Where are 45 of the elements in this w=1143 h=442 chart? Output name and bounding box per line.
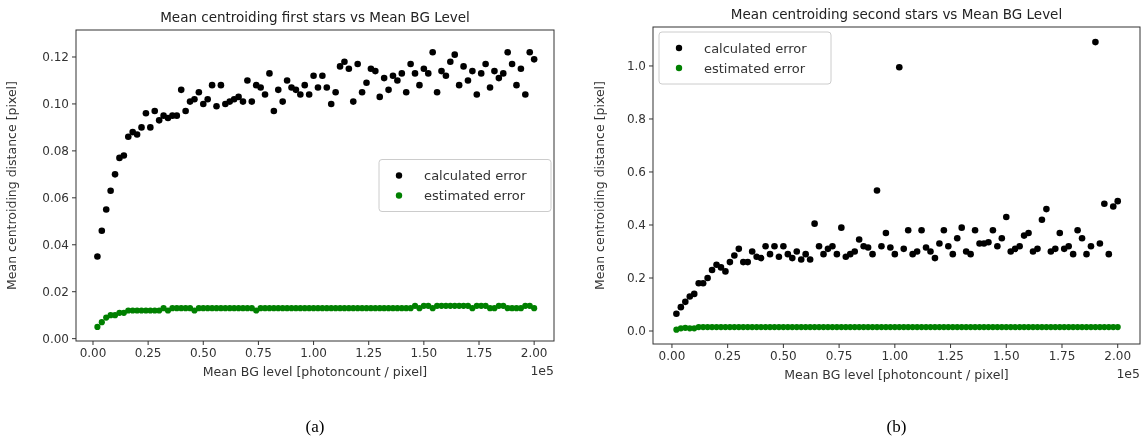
x-axis-title: Mean BG level [photoncount / pixel]: [784, 367, 1009, 382]
x-tick-label: 0.00: [79, 346, 107, 360]
x-tick-label: 1.75: [465, 346, 493, 360]
text: (b): [886, 417, 907, 436]
chart-title: Mean centroiding first stars vs Mean BG Level: [160, 9, 470, 25]
y-tick-label: 1.0: [626, 59, 646, 74]
y-axis-title: Mean centroiding distance [pixel]: [592, 81, 607, 290]
x-tick-label: 0.75: [825, 349, 853, 363]
x-tick-label: 1.25: [355, 346, 383, 360]
y-tick-label: 0.10: [42, 97, 69, 112]
y-tick-label: 0.06: [42, 191, 69, 206]
x-tick-label: 1.00: [300, 346, 327, 360]
x-tick-label: 0.25: [134, 346, 162, 360]
y-tick-label: 0.2: [626, 271, 646, 286]
legend-label: estimated error: [424, 188, 526, 204]
y-tick-label: 0.12: [42, 50, 69, 65]
y-tick-label: 0.04: [42, 237, 69, 252]
y-tick-label: 0.4: [626, 218, 646, 233]
legend-label: calculated error: [704, 40, 808, 56]
chart-title: Mean centroiding second stars vs Mean BG Level: [730, 6, 1063, 22]
legend-label: calculated error: [424, 168, 528, 184]
y-tick-label: 0.0: [626, 324, 646, 339]
x-tick-label: 1.25: [937, 349, 964, 363]
x-tick-label: 0.75: [245, 346, 272, 360]
y-tick-label: 0.00: [42, 331, 69, 346]
x-tick-label: 0.50: [189, 346, 217, 360]
x-tick-label: 1.50: [992, 349, 1020, 363]
x-tick-label: 2.00: [520, 346, 548, 360]
x-tick-label: 1.75: [1048, 349, 1076, 363]
x-tick-label: 0.00: [658, 349, 686, 363]
x-tick-label: 0.25: [714, 349, 742, 363]
y-tick-label: 0.6: [626, 165, 646, 180]
text: (a): [305, 417, 325, 436]
legend-label: estimated error: [704, 60, 806, 76]
text: 1e5: [1116, 366, 1140, 381]
x-axis-title: Mean BG level [photoncount / pixel]: [202, 364, 428, 379]
y-axis-title: Mean centroiding distance [pixel]: [4, 81, 19, 290]
y-tick-label: 0.08: [42, 144, 69, 159]
x-tick-label: 1.00: [881, 349, 909, 363]
x-tick-label: 2.00: [1104, 349, 1132, 363]
text: 1e5: [530, 363, 554, 378]
y-tick-label: 0.8: [626, 112, 646, 127]
y-tick-label: 0.02: [42, 284, 69, 299]
x-tick-label: 0.50: [770, 349, 797, 363]
x-tick-label: 1.50: [410, 346, 438, 360]
